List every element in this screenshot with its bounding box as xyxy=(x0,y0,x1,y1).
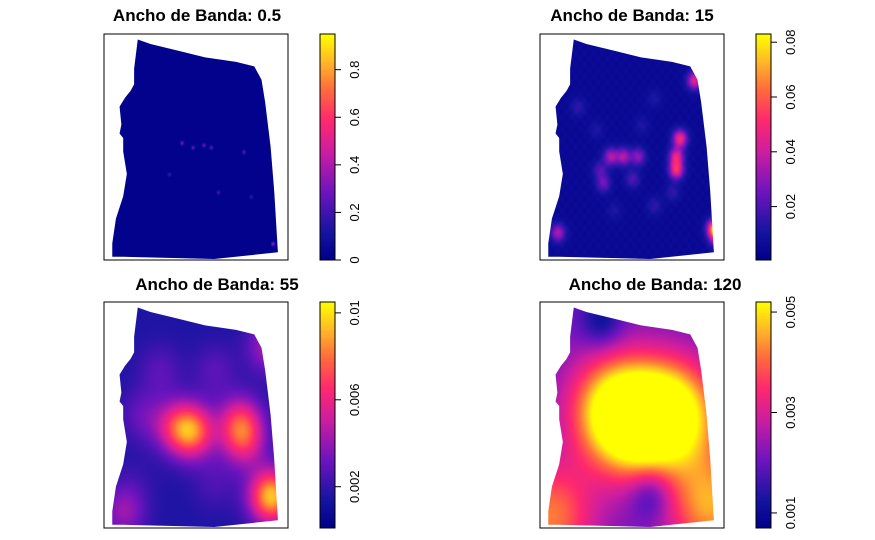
plot-frame xyxy=(103,301,289,529)
color-scale-tick-label: 0.02 xyxy=(783,194,798,219)
color-scale-tick-label: 0.6 xyxy=(347,108,362,126)
color-scale-tick-label: 0.003 xyxy=(783,396,798,429)
color-scale-tick-label: 0.01 xyxy=(347,300,362,325)
color-scale-tick-label: 0.08 xyxy=(783,30,798,55)
color-scale-tick-label: 0.002 xyxy=(347,470,362,503)
density-heatmap xyxy=(548,39,714,259)
color-scale-frame xyxy=(319,33,336,261)
color-scale-frame xyxy=(755,301,772,529)
plot-frame xyxy=(539,33,725,261)
color-scale-legend: 0 0.2 0.4 0.6 0.8 xyxy=(319,33,362,264)
color-scale-legend: 0.02 0.04 0.06 0.08 xyxy=(755,30,798,261)
panel-title: Ancho de Banda: 120 xyxy=(569,275,742,294)
color-scale-frame xyxy=(755,33,772,261)
panel-title: Ancho de Banda: 55 xyxy=(135,275,298,294)
color-scale-tick-label: 0.8 xyxy=(347,61,362,79)
color-scale-tick-label: 0.001 xyxy=(783,497,798,530)
color-scale-tick-label: 0 xyxy=(347,256,362,263)
color-scale-bar xyxy=(756,34,771,260)
color-scale-tick-label: 0.2 xyxy=(347,203,362,221)
color-scale-tick-label: 0.006 xyxy=(347,384,362,417)
color-scale-tick-label: 0.005 xyxy=(783,296,798,329)
color-scale-bar xyxy=(320,34,335,260)
color-scale-tick-label: 0.06 xyxy=(783,84,798,109)
panel-bandwidth-0-5: Ancho de Banda: 0.5 0 0.2 0.4 0.6 0.8 xyxy=(103,6,362,264)
color-scale-bar xyxy=(756,302,771,528)
density-heatmap xyxy=(548,307,714,527)
panel-bandwidth-15: Ancho de Banda: 15 0.02 0.04 0.06 0.08 xyxy=(539,6,798,261)
panel-title: Ancho de Banda: 0.5 xyxy=(113,6,281,25)
panel-title: Ancho de Banda: 15 xyxy=(550,6,713,25)
plot-frame xyxy=(103,33,289,261)
density-heatmap xyxy=(112,307,278,527)
color-scale-legend: 0.002 0.006 0.01 xyxy=(319,300,362,529)
density-heatmap xyxy=(112,39,278,259)
panel-bandwidth-55: Ancho de Banda: 55 0.002 0.006 0.01 xyxy=(103,275,362,529)
color-scale-tick-label: 0.4 xyxy=(347,156,362,174)
color-scale-frame xyxy=(319,301,336,529)
panel-bandwidth-120: Ancho de Banda: 120 0.001 0.003 0.005 xyxy=(539,275,798,530)
color-scale-legend: 0.001 0.003 0.005 xyxy=(755,296,798,530)
color-scale-bar xyxy=(320,302,335,528)
plot-frame xyxy=(539,301,725,529)
color-scale-tick-label: 0.04 xyxy=(783,139,798,164)
